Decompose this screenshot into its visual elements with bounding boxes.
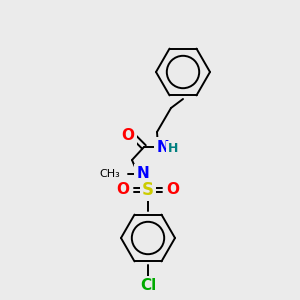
Text: N: N — [136, 167, 149, 182]
Text: H: H — [168, 142, 178, 155]
Text: O: O — [116, 182, 130, 197]
Text: Cl: Cl — [140, 278, 156, 293]
Text: N: N — [157, 140, 169, 154]
Text: CH₃: CH₃ — [99, 169, 120, 179]
Text: S: S — [142, 181, 154, 199]
Text: O: O — [167, 182, 179, 197]
Text: O: O — [122, 128, 134, 143]
